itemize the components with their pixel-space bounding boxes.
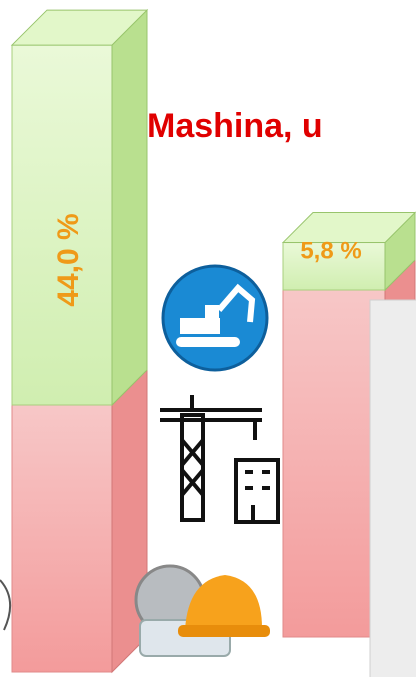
crane-icon	[160, 395, 280, 524]
bar-base	[282, 289, 386, 638]
value-label: 5,8 %	[300, 237, 361, 264]
bar-base	[11, 404, 113, 673]
helmet-icon	[134, 564, 270, 657]
bar-top	[10, 9, 149, 46]
bar-top	[281, 212, 416, 244]
value-label: 44,0 %	[52, 213, 85, 306]
edge-decoration	[0, 579, 11, 631]
overlay-panel	[369, 299, 416, 677]
bar	[11, 44, 113, 406]
bar-side	[111, 8, 148, 407]
canvas: 44,0 % 5,8 % Mashina, u	[0, 8, 416, 677]
chart-title: Mashina, u	[147, 107, 323, 145]
excavator-icon	[161, 264, 269, 372]
